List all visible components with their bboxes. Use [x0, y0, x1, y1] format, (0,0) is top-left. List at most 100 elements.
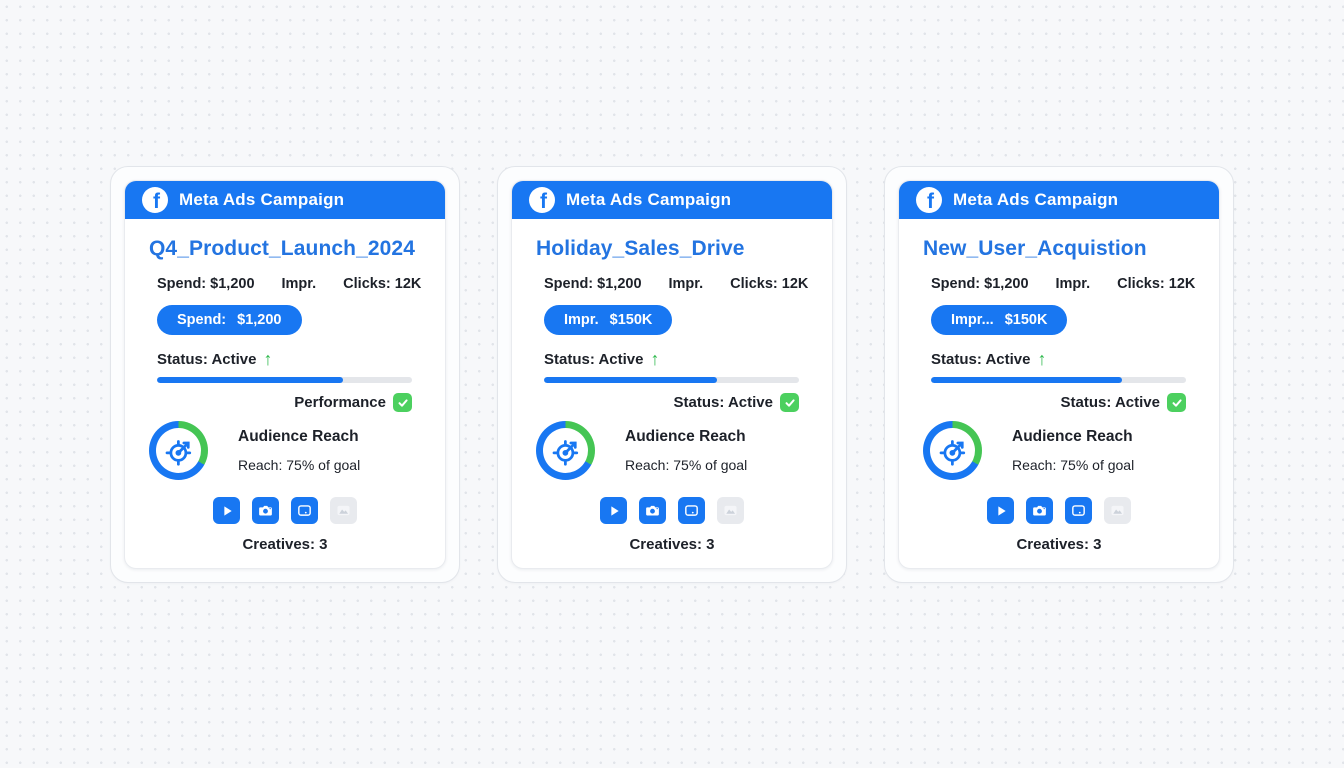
meta-ads-campaign-card: f Meta Ads Campaign Holiday_Sales_Drive …: [511, 180, 833, 569]
screen-icon[interactable]: [678, 497, 705, 524]
creative-type-chips: [149, 497, 421, 524]
stats-row: Spend: $1,200 Impr. Clicks: 12K: [544, 276, 808, 292]
metric-badge[interactable]: Spend: $1,200: [157, 305, 302, 335]
card-body: Q4_Product_Launch_2024 Spend: $1,200 Imp…: [125, 219, 445, 568]
video-play-icon[interactable]: [213, 497, 240, 524]
status-label: Status: Active: [931, 350, 1031, 368]
progress-bar-fill: [544, 377, 718, 383]
video-play-icon[interactable]: [987, 497, 1014, 524]
metric-badge-value: $150K: [1004, 312, 1048, 328]
status-label: Status: Active: [157, 350, 257, 368]
audience-reach-subtitle: Reach: 75% of goal: [238, 457, 361, 473]
progress-caption-row: Status: Active: [544, 393, 799, 412]
arrow-up-icon: ↑: [650, 349, 660, 369]
card-header: f Meta Ads Campaign: [899, 181, 1219, 219]
campaign-card-board: f Meta Ads Campaign Q4_Product_Launch_20…: [110, 166, 1234, 583]
progress-caption-row: Performance: [157, 393, 412, 412]
camera-icon[interactable]: [1026, 497, 1053, 524]
target-icon: [543, 428, 588, 473]
campaign-card-wrapper: f Meta Ads Campaign New_User_Acquistion …: [884, 166, 1234, 583]
metric-badge[interactable]: Impr. $150K: [544, 305, 673, 335]
arrow-up-icon: ↑: [1037, 349, 1047, 369]
reach-gauge: [149, 421, 208, 480]
card-header-title: Meta Ads Campaign: [179, 190, 345, 209]
camera-icon[interactable]: [252, 497, 279, 524]
card-header: f Meta Ads Campaign: [512, 181, 832, 219]
audience-reach-subtitle: Reach: 75% of goal: [1012, 457, 1135, 473]
stats-row: Spend: $1,200 Impr. Clicks: 12K: [157, 276, 421, 292]
check-icon: [393, 393, 412, 412]
progress-bar-fill: [931, 377, 1123, 383]
stat-impressions: Impr.: [281, 276, 317, 292]
image-icon[interactable]: [1104, 497, 1131, 524]
status-label: Status: Active: [544, 350, 644, 368]
card-body: Holiday_Sales_Drive Spend: $1,200 Impr. …: [512, 219, 832, 568]
stats-row: Spend: $1,200 Impr. Clicks: 12K: [931, 276, 1195, 292]
target-icon: [930, 428, 975, 473]
image-icon[interactable]: [330, 497, 357, 524]
card-header: f Meta Ads Campaign: [125, 181, 445, 219]
card-header-title: Meta Ads Campaign: [566, 190, 732, 209]
image-icon[interactable]: [717, 497, 744, 524]
audience-reach-title: Audience Reach: [238, 428, 359, 445]
audience-reach-text: Audience Reach Reach: 75% of goal: [238, 428, 360, 473]
progress-bar: [544, 377, 799, 383]
target-icon: [156, 428, 201, 473]
progress-caption: Status: Active: [673, 394, 773, 411]
check-icon: [780, 393, 799, 412]
stat-impressions: Impr.: [668, 276, 704, 292]
creative-type-chips: [923, 497, 1195, 524]
stat-spend: Spend: $1,200: [931, 276, 1029, 292]
stat-clicks: Clicks: 12K: [343, 276, 422, 292]
stat-spend: Spend: $1,200: [544, 276, 642, 292]
campaign-card-wrapper: f Meta Ads Campaign Q4_Product_Launch_20…: [110, 166, 460, 583]
meta-ads-campaign-card: f Meta Ads Campaign New_User_Acquistion …: [898, 180, 1220, 569]
creatives-count: Creatives: 3: [242, 536, 328, 553]
card-header-title: Meta Ads Campaign: [953, 190, 1119, 209]
screen-icon[interactable]: [1065, 497, 1092, 524]
campaign-card-wrapper: f Meta Ads Campaign Holiday_Sales_Drive …: [497, 166, 847, 583]
audience-reach-subtitle: Reach: 75% of goal: [625, 457, 748, 473]
stat-spend: Spend: $1,200: [157, 276, 255, 292]
facebook-icon: f: [916, 187, 942, 213]
stat-impressions: Impr.: [1055, 276, 1091, 292]
audience-reach-row: Audience Reach Reach: 75% of goal: [536, 421, 808, 480]
metric-badge-value: $1,200: [237, 312, 282, 328]
progress-bar: [931, 377, 1186, 383]
audience-reach-title: Audience Reach: [625, 428, 746, 445]
creatives-count: Creatives: 3: [1016, 536, 1102, 553]
reach-gauge: [536, 421, 595, 480]
campaign-name-link[interactable]: New_User_Acquistion: [923, 237, 1147, 260]
video-play-icon[interactable]: [600, 497, 627, 524]
arrow-up-icon: ↑: [263, 349, 273, 369]
metric-badge[interactable]: Impr... $150K: [931, 305, 1068, 335]
creative-type-chips: [536, 497, 808, 524]
status-row: Status: Active ↑: [931, 350, 1195, 368]
progress-caption-row: Status: Active: [931, 393, 1186, 412]
metric-badge-label: Impr.: [564, 312, 599, 328]
creatives-count: Creatives: 3: [629, 536, 715, 553]
status-row: Status: Active ↑: [544, 350, 808, 368]
meta-ads-campaign-card: f Meta Ads Campaign Q4_Product_Launch_20…: [124, 180, 446, 569]
check-icon: [1167, 393, 1186, 412]
audience-reach-title: Audience Reach: [1012, 428, 1133, 445]
card-body: New_User_Acquistion Spend: $1,200 Impr. …: [899, 219, 1219, 568]
campaign-name-link[interactable]: Q4_Product_Launch_2024: [149, 237, 415, 260]
audience-reach-text: Audience Reach Reach: 75% of goal: [625, 428, 747, 473]
status-row: Status: Active ↑: [157, 350, 421, 368]
progress-caption: Status: Active: [1060, 394, 1160, 411]
screen-icon[interactable]: [291, 497, 318, 524]
campaign-name-link[interactable]: Holiday_Sales_Drive: [536, 237, 745, 260]
progress-caption: Performance: [294, 394, 386, 411]
progress-bar: [157, 377, 412, 383]
reach-gauge: [923, 421, 982, 480]
camera-icon[interactable]: [639, 497, 666, 524]
audience-reach-row: Audience Reach Reach: 75% of goal: [149, 421, 421, 480]
stat-clicks: Clicks: 12K: [730, 276, 809, 292]
facebook-icon: f: [529, 187, 555, 213]
audience-reach-text: Audience Reach Reach: 75% of goal: [1012, 428, 1134, 473]
metric-badge-label: Impr...: [951, 312, 994, 328]
progress-bar-fill: [157, 377, 344, 383]
metric-badge-label: Spend:: [177, 312, 227, 328]
metric-badge-value: $150K: [609, 312, 653, 328]
